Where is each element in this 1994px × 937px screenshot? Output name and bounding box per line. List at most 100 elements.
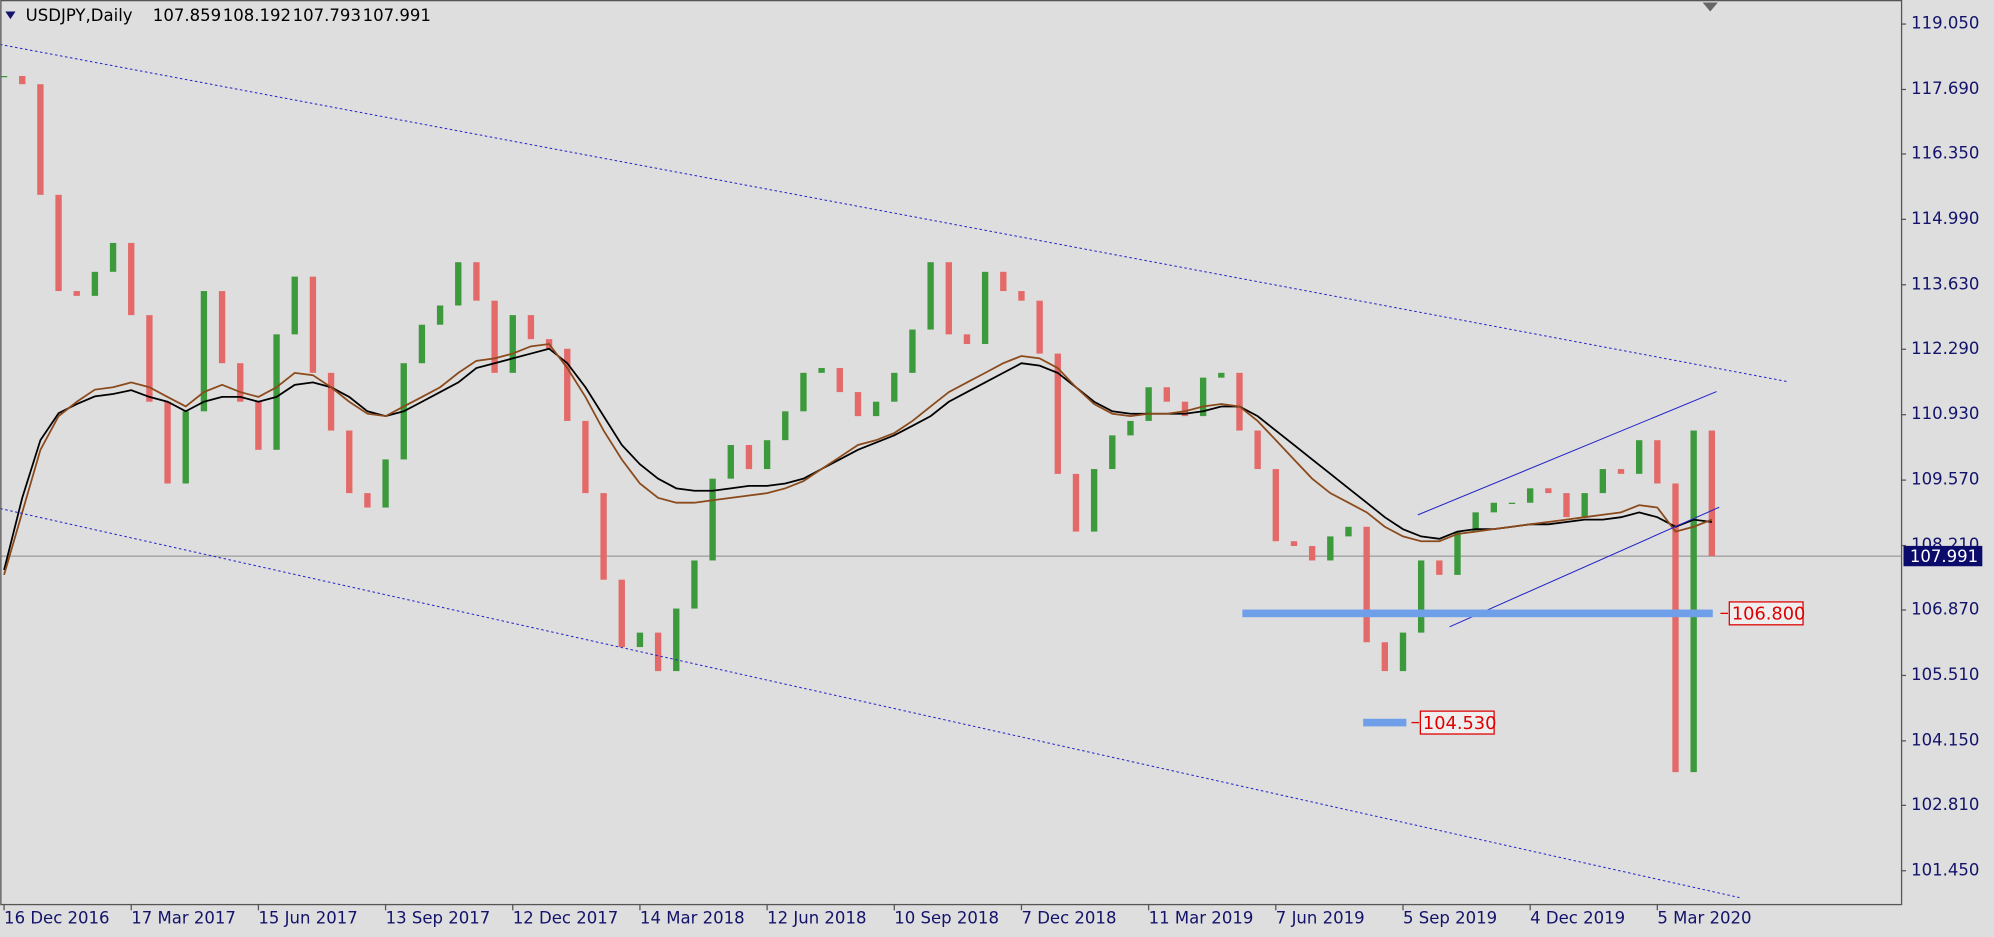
candle xyxy=(455,262,462,306)
candle xyxy=(582,420,589,494)
candle xyxy=(1145,387,1152,421)
y-tick-label: 116.350 xyxy=(1911,143,1979,162)
candle xyxy=(600,493,607,580)
candle xyxy=(727,444,734,479)
x-tick-label: 5 Mar 2020 xyxy=(1657,909,1751,928)
x-tick-label: 11 Mar 2019 xyxy=(1149,909,1254,928)
candle xyxy=(1417,560,1425,633)
level-label-box xyxy=(1419,710,1495,735)
candle xyxy=(273,334,280,450)
candle xyxy=(818,368,825,373)
candle xyxy=(182,411,189,484)
x-tick-label: 17 Mar 2017 xyxy=(131,909,236,928)
candle xyxy=(527,315,535,340)
candle xyxy=(55,194,62,292)
candle xyxy=(763,440,771,470)
y-tick-label: 106.870 xyxy=(1911,600,1979,619)
candle xyxy=(1672,483,1679,773)
x-tick-label: 16 Dec 2016 xyxy=(4,909,110,928)
candle xyxy=(1363,526,1370,643)
x-tick-label: 12 Jun 2018 xyxy=(767,909,866,928)
x-tick-label: 15 Jun 2017 xyxy=(258,909,357,928)
candle xyxy=(346,430,353,494)
candle xyxy=(237,363,244,402)
moving-average xyxy=(3,343,1713,576)
x-tick-label: 12 Dec 2017 xyxy=(513,909,619,928)
level-band xyxy=(1363,718,1407,727)
candle xyxy=(436,305,444,325)
candle xyxy=(1599,469,1607,494)
candle xyxy=(745,444,753,470)
candle xyxy=(109,242,117,272)
x-tick-label: 4 Dec 2019 xyxy=(1530,909,1625,928)
candle xyxy=(382,459,389,508)
candle xyxy=(291,276,298,335)
level-label: 106.800 xyxy=(1732,604,1806,625)
candle xyxy=(146,315,153,402)
candle xyxy=(1218,372,1225,378)
candle xyxy=(945,262,952,335)
candle xyxy=(1399,632,1407,672)
x-tick-label: 5 Sep 2019 xyxy=(1403,909,1497,928)
candle xyxy=(1345,526,1352,537)
x-tick-label: 13 Sep 2017 xyxy=(386,909,491,928)
candle xyxy=(800,372,807,412)
candle xyxy=(37,84,44,195)
candle xyxy=(1545,488,1552,494)
candle xyxy=(418,324,426,364)
candle xyxy=(981,271,989,344)
candle xyxy=(1454,531,1461,575)
candle xyxy=(128,242,135,316)
candle xyxy=(1236,372,1243,431)
candle xyxy=(1072,473,1080,532)
candle xyxy=(618,579,625,648)
candle xyxy=(1000,271,1007,292)
candle xyxy=(1472,512,1479,532)
candle xyxy=(1617,469,1625,474)
y-tick-label: 109.570 xyxy=(1911,470,1979,489)
candle xyxy=(1308,546,1316,561)
candle xyxy=(255,401,262,450)
candle xyxy=(1508,502,1516,504)
candle xyxy=(891,372,898,402)
high-value: 108.192 xyxy=(223,6,291,25)
candle xyxy=(854,392,862,417)
candle xyxy=(673,608,680,672)
menu-arrow[interactable] xyxy=(5,11,16,20)
candle xyxy=(473,262,480,301)
y-tick-label: 104.150 xyxy=(1911,730,1979,749)
candle xyxy=(0,76,8,78)
y-tick-label: 112.290 xyxy=(1911,339,1979,358)
candle xyxy=(1054,353,1061,474)
candle xyxy=(1654,440,1661,484)
candle xyxy=(200,291,208,412)
candle xyxy=(564,348,571,421)
y-tick-label: 110.930 xyxy=(1911,404,1979,423)
x-tick-label: 14 Mar 2018 xyxy=(640,909,745,928)
candle xyxy=(1581,493,1588,518)
candle xyxy=(1181,401,1189,417)
candle xyxy=(1018,291,1025,301)
candle xyxy=(872,401,880,417)
x-tick-label: 7 Jun 2019 xyxy=(1276,909,1365,928)
candle xyxy=(691,560,698,609)
plot-frame xyxy=(0,0,1903,906)
candle xyxy=(1199,377,1207,417)
candle xyxy=(1036,300,1043,354)
y-tick-label: 114.990 xyxy=(1911,209,1979,228)
candle xyxy=(91,271,99,296)
y-tick-label: 113.630 xyxy=(1911,274,1979,293)
candle xyxy=(509,315,516,373)
candle xyxy=(19,76,26,85)
candle xyxy=(636,632,644,648)
y-tick-label: 101.450 xyxy=(1911,860,1979,879)
candle xyxy=(836,368,843,393)
candle xyxy=(164,401,171,484)
level-label: 104.530 xyxy=(1423,713,1497,734)
candle xyxy=(1490,502,1498,513)
candle xyxy=(1163,387,1170,402)
candle xyxy=(963,334,971,344)
